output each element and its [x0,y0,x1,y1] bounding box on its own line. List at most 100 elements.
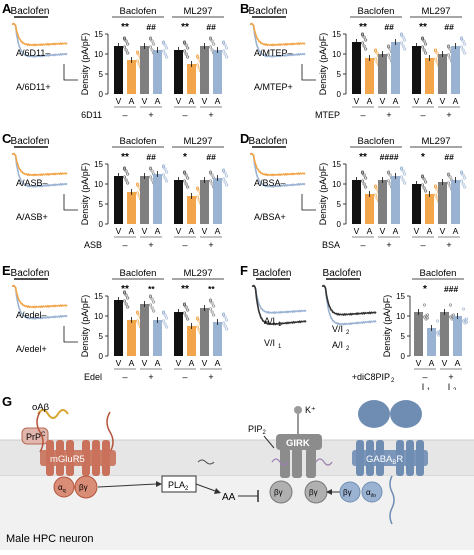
y-tick-label: 5 [337,70,342,79]
bar-0-1-1 [187,64,196,94]
treatment-plus: + [446,240,451,250]
group-title-ml297: ML297 [183,268,212,279]
y-tick-label: 5 [99,332,104,341]
condition-label: V [354,226,360,236]
trace-label-minus: A/6D11– [16,48,50,58]
y-axis-label: Density (pA/pF) [318,33,328,96]
bar-0-0-2 [140,46,149,94]
condition-label: A [189,96,195,106]
condition-label: V [202,226,208,236]
group-title-baclofen: Baclofen [120,136,157,147]
bar-1-1-2 [438,54,447,94]
condition-label: A [367,96,373,106]
trace1-top-sub: 1 [278,322,282,328]
baclofen-application-label: Baclofen [11,136,50,147]
treatment-label: Edel [84,372,102,382]
trace1-bottom-label: V/I [264,338,275,348]
significance-v-vs-a: ** [121,152,129,163]
treatment-plus: + [148,372,153,382]
y-tick-label: 0 [401,352,406,361]
aa-label: AA [222,492,236,503]
bar-4-0-0 [114,300,123,356]
gabab-beta-gamma-subunit [339,481,361,503]
significance-treatment: ## [206,22,216,32]
trace-label-plus: A/BSA+ [254,212,286,222]
condition-label: A [129,358,135,368]
y-tick-label: 10 [396,312,405,321]
treatment-plus-f: + [448,372,453,382]
group-title-baclofen: Baclofen [358,136,395,147]
condition-label: A [189,358,195,368]
condition-label: V [176,358,182,368]
trace-label-minus: A/ASB– [16,178,48,188]
trace2-bottom-sub: 2 [346,346,350,352]
condition-label-f: V [416,358,422,368]
girk-beta-gamma-left [269,480,293,504]
condition-label: A [215,358,221,368]
condition-label-f: A [429,358,435,368]
bar-1-0-1 [365,58,374,94]
condition-label: A [453,226,459,236]
y-tick-label: 0 [337,90,342,99]
y-tick-label: 0 [99,220,104,229]
condition-label: A [155,96,161,106]
trace1-bottom-sub: 1 [278,344,282,350]
trace2-bottom-label: A/I [332,340,343,350]
neuron-label: Male HPC neuron [6,533,93,545]
significance-f-2: ### [444,284,458,294]
significance-v-vs-a: * [421,152,425,163]
condition-label: V [414,96,420,106]
treatment-sub-f: 2 [391,378,395,384]
bar-2-1-3 [213,178,222,224]
potassium-ion-icon [294,406,302,414]
g-alpha-io-subunit [361,481,383,503]
y-axis-label: Density (pA/pF) [80,33,90,96]
scale-bar [63,326,78,343]
trace-i1-blue [251,284,307,315]
bar-3-0-2 [378,180,387,224]
i2-label: I [448,382,451,390]
treatment-plus: + [386,110,391,120]
significance-v-vs-a: ** [419,22,427,33]
condition-label: A [367,226,373,236]
significance-v-vs-a: ** [181,284,189,295]
condition-label: A [427,96,433,106]
significance-treatment: ** [208,284,215,294]
bar-0-1-0 [174,50,183,94]
trace2-top-sub: 2 [346,330,350,336]
condition-label: V [354,96,360,106]
by-label-girk-left: βγ [274,488,283,497]
treatment-minus: – [182,240,187,250]
condition-label: A [215,96,221,106]
trace-label-minus: A/edel– [16,310,47,320]
treatment-plus: + [386,240,391,250]
group-title-ml297: ML297 [421,6,450,17]
treatment-minus: – [420,110,425,120]
trace-control-blue [11,284,68,320]
bar-3-1-1 [425,194,434,224]
bar-2-0-0 [114,176,123,224]
group-title-baclofen: Baclofen [358,6,395,17]
y-tick-label: 10 [94,180,103,189]
condition-label: V [116,358,122,368]
i1-sub: 1 [427,388,431,390]
bar-f-1 [427,328,436,356]
treatment-plus: + [148,240,153,250]
panel-letter: D [240,131,249,146]
treatment-label-f: +diC8PIP [352,372,390,382]
condition-label: V [414,226,420,236]
trace-abeta-orange [11,152,68,177]
treatment-plus: + [208,372,213,382]
trace-label-plus: A/6D11+ [16,82,51,92]
treatment-label: 6D11 [81,110,102,120]
bar-3-1-0 [412,184,421,224]
treatment-minus: – [360,110,365,120]
panel-letter: E [2,263,11,278]
condition-label: V [142,358,148,368]
trace-label-plus: A/edel+ [16,344,47,354]
baclofen-application-label: Baclofen [11,268,50,279]
baclofen-application-label: Baclofen [249,6,288,17]
trace-abeta-orange [11,284,68,309]
